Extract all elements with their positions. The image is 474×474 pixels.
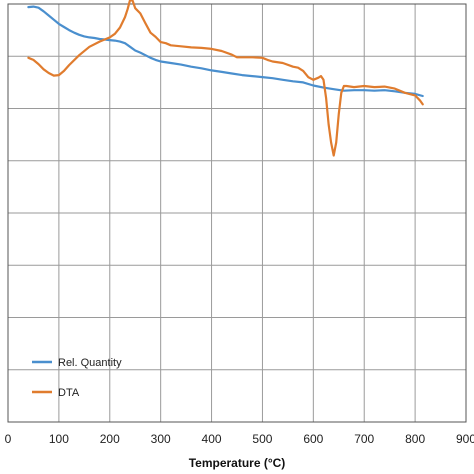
x-tick-label: 200 [100, 432, 120, 446]
plot-border [7, 3, 467, 423]
series-line-rel-quantity [27, 5, 424, 98]
x-tick-label: 300 [151, 432, 171, 446]
x-tick-label: 400 [202, 432, 222, 446]
x-axis-title: Temperature (°C) [189, 456, 286, 470]
x-tick-label: 500 [252, 432, 272, 446]
series-layer [27, 0, 424, 157]
legend-label-rel-quantity: Rel. Quantity [58, 357, 122, 369]
x-tick-label: 600 [303, 432, 323, 446]
series-line-dta [27, 0, 424, 157]
x-tick-label: 0 [5, 432, 12, 446]
x-tick-label: 100 [49, 432, 69, 446]
x-tick-labels: 0 100 200 300 400 500 600 700 800 900 [5, 432, 474, 446]
legend-label-dta: DTA [58, 387, 80, 399]
legend: Rel. Quantity DTA [32, 357, 122, 399]
x-tick-label: 800 [405, 432, 425, 446]
x-tick-label: 900 [456, 432, 474, 446]
x-tick-label: 700 [354, 432, 374, 446]
gridlines [8, 4, 466, 422]
